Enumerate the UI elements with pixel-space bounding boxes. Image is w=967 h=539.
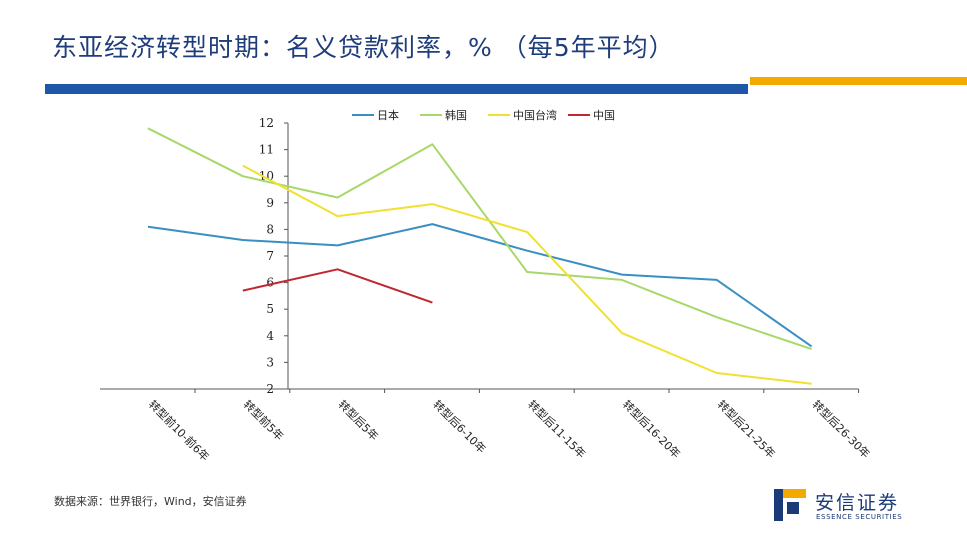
x-tick-label: 转型前5年 (241, 397, 287, 443)
title-underline-gold (750, 77, 967, 85)
y-tick-label: 6 (266, 276, 274, 290)
x-tick-label: 转型后26-30年 (809, 397, 873, 461)
legend-label: 中国台湾 (513, 108, 557, 122)
x-tick-label: 转型前10-前6年 (146, 397, 212, 463)
source-note: 数据来源：世界银行，Wind，安信证券 (54, 495, 247, 508)
series-line (242, 164, 812, 385)
x-tick-label: 转型后11-15年 (525, 397, 589, 461)
legend-label: 中国 (593, 109, 615, 122)
y-tick-label: 7 (266, 249, 274, 263)
y-tick-label: 12 (259, 116, 274, 130)
chart-legend: 日本 韩国 中国台湾 中国 (352, 108, 615, 122)
logo-text-cn: 安信证券 (815, 492, 900, 514)
company-logo: 安信证券 ESSENCE SECURITIES (773, 486, 948, 526)
y-tick-label: 3 (266, 355, 274, 369)
legend-label: 韩国 (445, 108, 467, 122)
title-underline-blue (45, 84, 748, 94)
x-tick-label: 转型后21-25年 (715, 397, 779, 461)
y-tick-label: 4 (266, 329, 274, 343)
y-tick-label: 8 (266, 222, 274, 236)
y-tick-label: 2 (266, 382, 274, 396)
legend-label: 日本 (377, 108, 399, 122)
y-tick-label: 5 (266, 302, 274, 316)
series-line (242, 268, 433, 304)
x-tick-label: 转型后6-10年 (430, 397, 489, 456)
x-tick-label: 转型后5年 (335, 397, 381, 443)
logo-mark-icon (774, 489, 806, 521)
chart-series-lines (147, 127, 813, 385)
y-tick-label: 11 (259, 143, 274, 157)
x-tick-label: 转型后16-20年 (620, 397, 684, 461)
page-title: 东亚经济转型时期：名义贷款利率，% （每5年平均） (52, 33, 675, 62)
logo-text-en: ESSENCE SECURITIES (816, 513, 903, 521)
series-line (147, 127, 812, 351)
y-tick-label: 9 (266, 196, 274, 210)
series-line (147, 223, 813, 348)
